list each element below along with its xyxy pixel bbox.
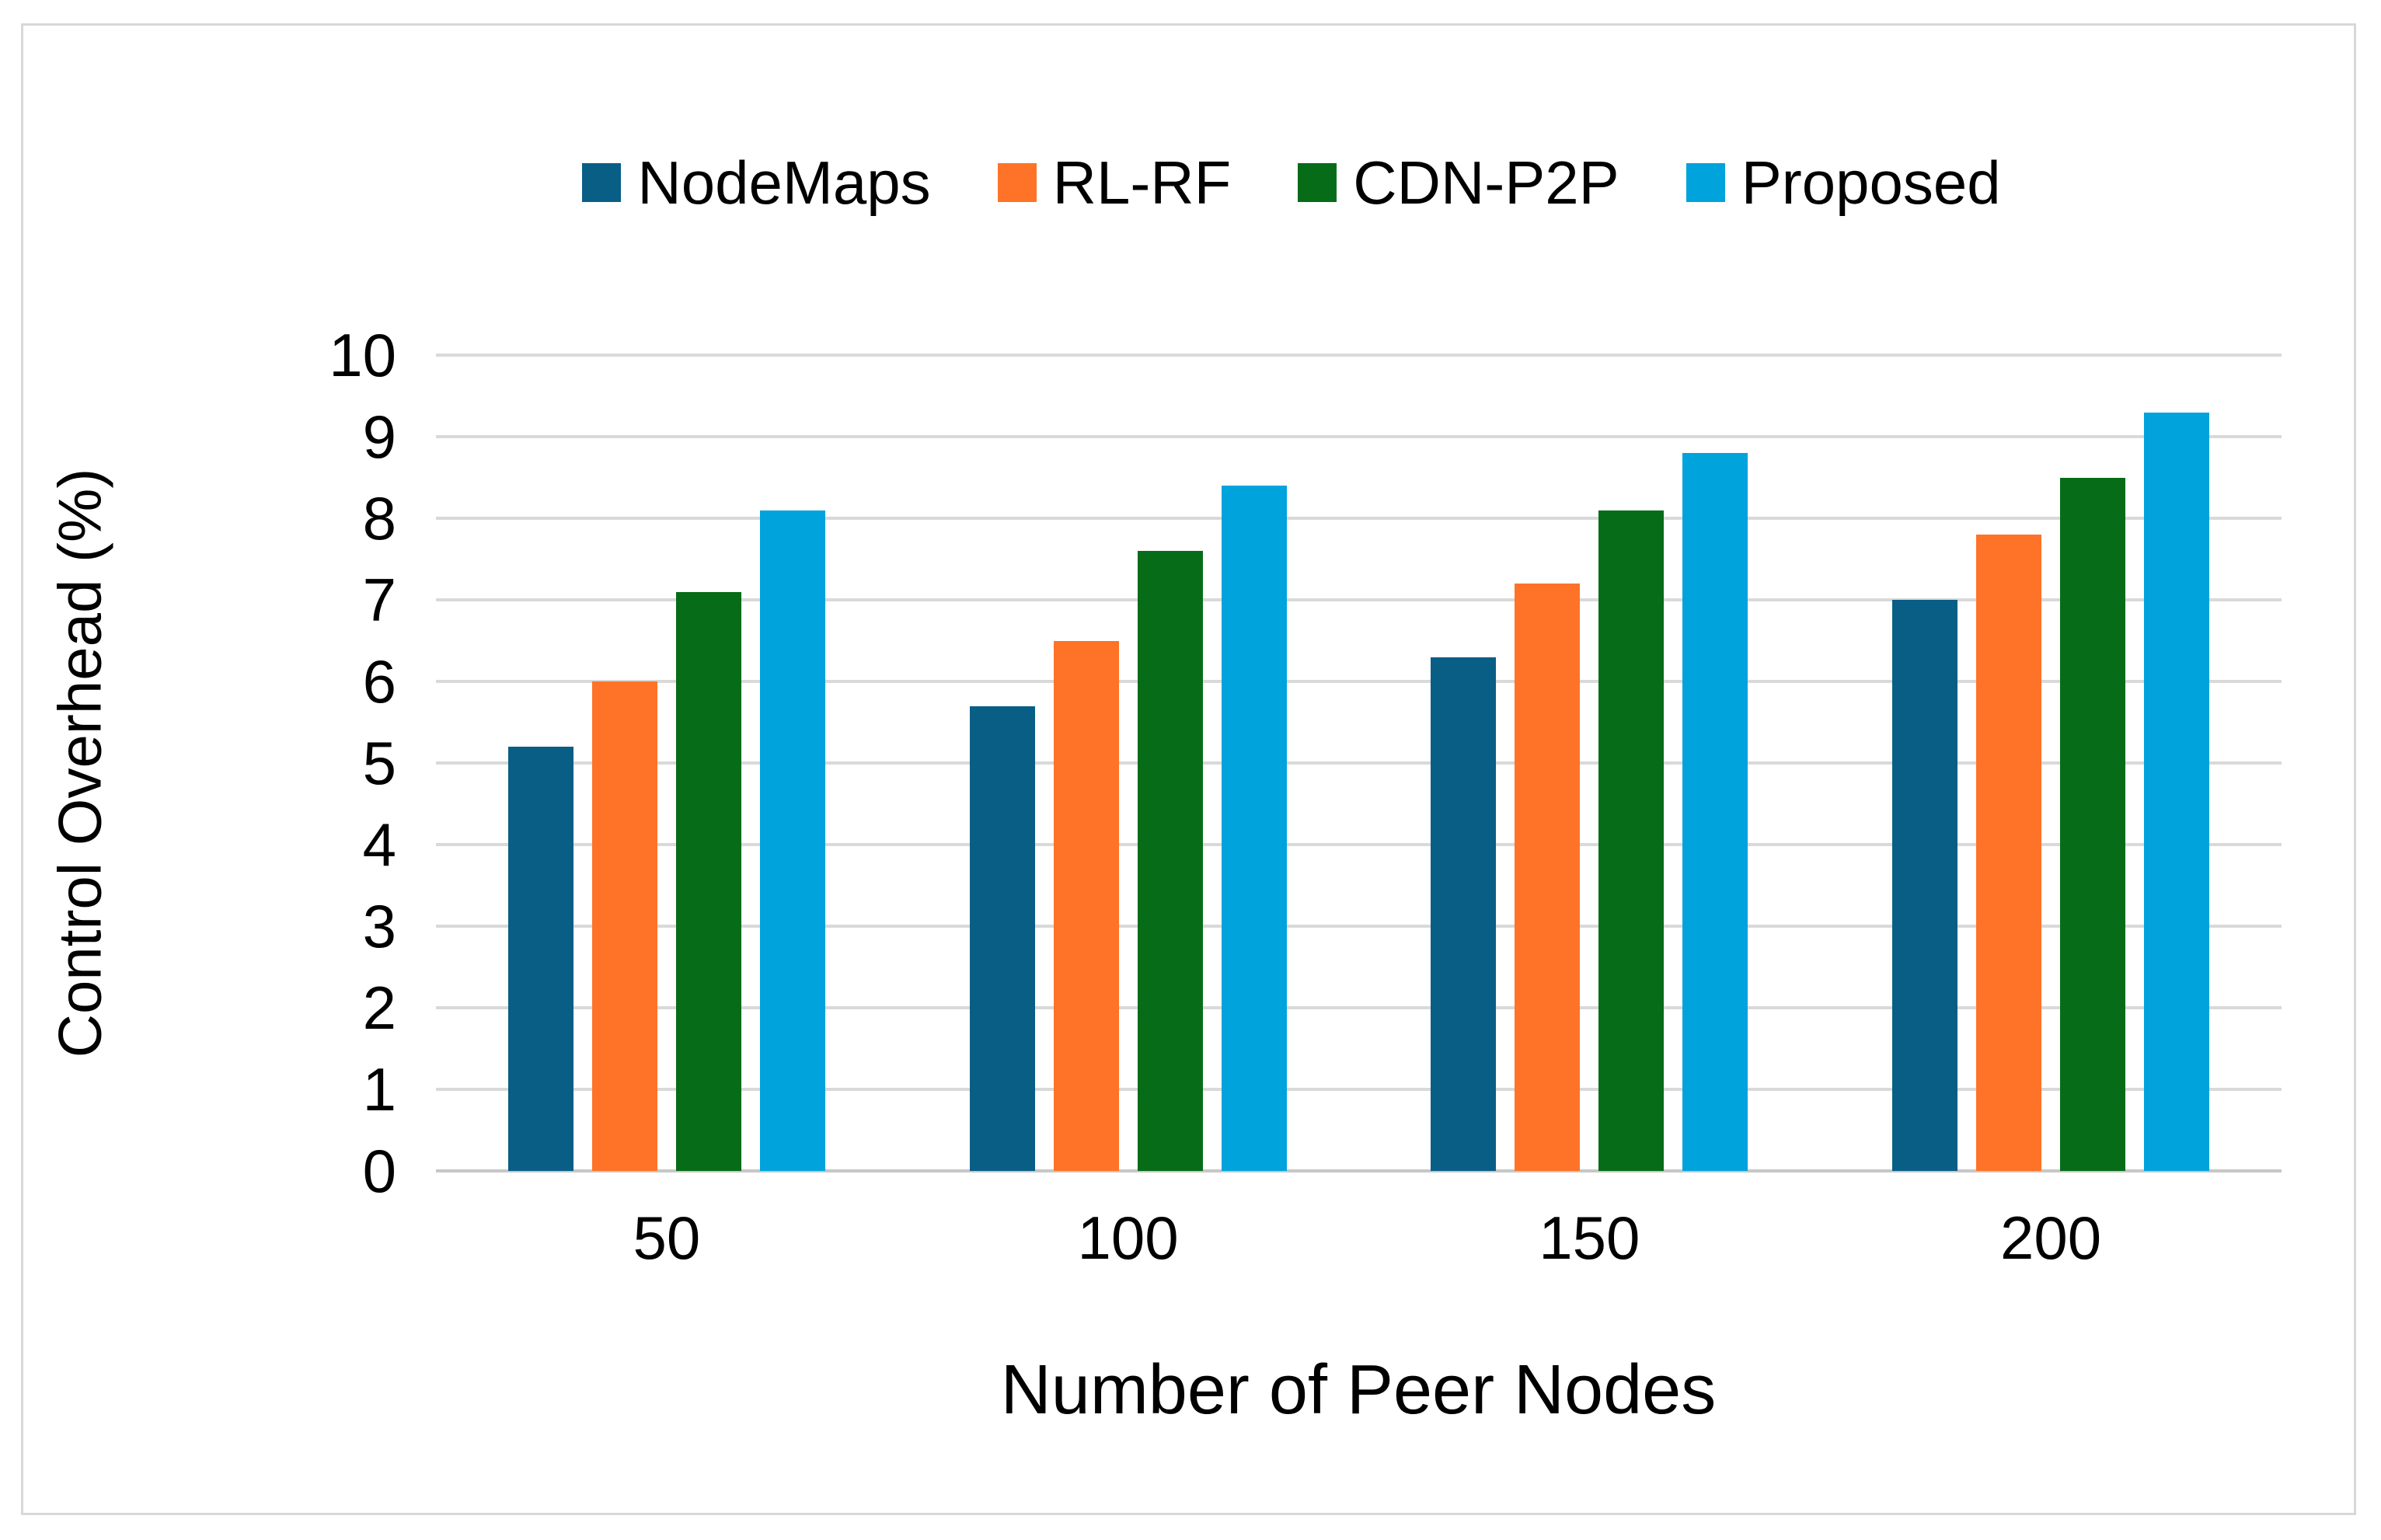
bar-proposed-200: [2144, 412, 2210, 1171]
bar-proposed-100: [1221, 486, 1287, 1171]
y-tick-label: 8: [362, 484, 396, 552]
legend-swatch-icon: [582, 163, 622, 202]
gridline: [436, 435, 2282, 438]
y-tick-label: 1: [362, 1055, 396, 1124]
x-tick-label: 100: [1077, 1204, 1179, 1272]
gridline: [436, 517, 2282, 520]
legend-swatch-icon: [1686, 163, 1725, 202]
legend-item-proposed: Proposed: [1686, 141, 2001, 224]
gridline: [436, 843, 2282, 846]
x-axis-title: Number of Peer Nodes: [1000, 1351, 1717, 1429]
legend-label: NodeMaps: [637, 148, 931, 217]
legend: NodeMaps RL-RF CDN-P2P Proposed: [0, 141, 2381, 224]
bar-proposed-50: [759, 510, 825, 1171]
bar-nodemaps-150: [1431, 657, 1497, 1171]
y-tick-label: 3: [362, 892, 396, 960]
y-tick-label: 10: [329, 321, 396, 389]
bar-rlrf-50: [591, 681, 657, 1171]
y-axis-title: Control Overhead (%): [45, 468, 114, 1058]
bar-cdnp2p-100: [1137, 551, 1203, 1171]
gridline: [436, 598, 2282, 601]
legend-item-nodemaps: NodeMaps: [582, 141, 931, 224]
bar-proposed-150: [1682, 453, 1748, 1171]
bar-nodemaps-100: [969, 706, 1035, 1171]
y-tick-label: 5: [362, 729, 396, 797]
gridline: [436, 925, 2282, 928]
bar-rlrf-200: [1976, 535, 2042, 1171]
legend-item-rlrf: RL-RF: [997, 141, 1232, 224]
legend-label: CDN-P2P: [1353, 148, 1619, 217]
x-tick-label: 150: [1539, 1204, 1640, 1272]
x-tick-label: 200: [2000, 1204, 2102, 1272]
legend-swatch-icon: [1298, 163, 1337, 202]
y-tick-label: 6: [362, 647, 396, 716]
legend-label: Proposed: [1741, 148, 2001, 217]
bar-cdnp2p-150: [1598, 510, 1665, 1171]
legend-swatch-icon: [997, 163, 1037, 202]
plot-area: [436, 354, 2282, 1172]
bar-rlrf-150: [1515, 584, 1581, 1171]
gridline: [436, 1088, 2282, 1091]
bar-nodemaps-200: [1892, 600, 1958, 1171]
gridline: [436, 1006, 2282, 1009]
y-tick-label: 9: [362, 402, 396, 471]
bar-cdnp2p-200: [2060, 477, 2126, 1171]
legend-item-cdnp2p: CDN-P2P: [1298, 141, 1619, 224]
y-tick-label: 0: [362, 1137, 396, 1205]
x-axis-line: [436, 1169, 2282, 1172]
bar-cdnp2p-50: [675, 591, 741, 1171]
bar-nodemaps-50: [507, 747, 573, 1171]
x-tick-label: 50: [633, 1204, 701, 1272]
y-tick-label: 7: [362, 566, 396, 634]
y-tick-label: 4: [362, 810, 396, 879]
gridline: [436, 680, 2282, 683]
bar-rlrf-100: [1053, 640, 1119, 1171]
y-tick-label: 2: [362, 974, 396, 1042]
gridline: [436, 761, 2282, 765]
legend-label: RL-RF: [1052, 148, 1232, 217]
gridline: [436, 354, 2282, 357]
